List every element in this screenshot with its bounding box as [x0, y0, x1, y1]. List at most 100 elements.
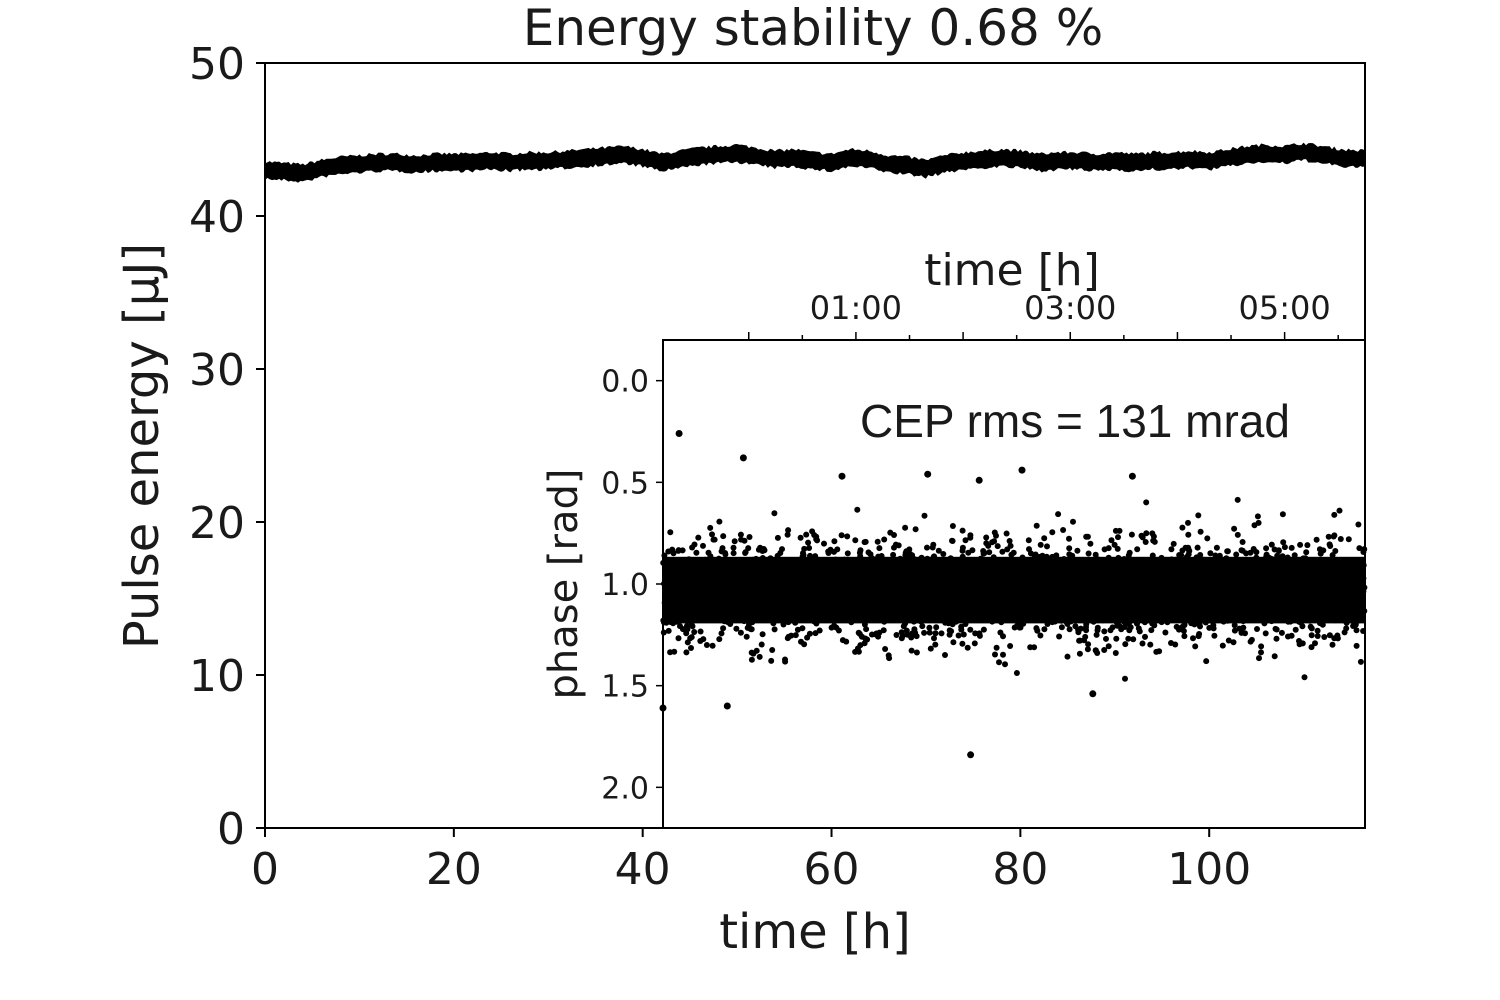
- inset-scatter-point: [881, 618, 888, 625]
- inset-scatter-point: [1126, 549, 1133, 556]
- inset-scatter-point: [883, 613, 890, 619]
- inset-scatter-point: [993, 532, 999, 539]
- inset-scatter-point: [1287, 609, 1294, 616]
- inset-scatter-point: [1288, 544, 1295, 551]
- inset-scatter-point: [1275, 547, 1282, 554]
- inset-scatter-point: [828, 577, 835, 584]
- inset-scatter-point: [942, 652, 948, 658]
- inset-scatter-point: [730, 544, 737, 551]
- inset-scatter-point: [1055, 564, 1062, 571]
- inset-scatter-point: [1133, 594, 1139, 601]
- inset-scatter-point: [1232, 617, 1239, 624]
- inset-scatter-point: [940, 565, 946, 572]
- inset-scatter-point: [707, 524, 714, 531]
- inset-scatter-point: [711, 595, 718, 602]
- inset-scatter-point: [1313, 573, 1320, 580]
- inset-scatter-point: [1148, 627, 1155, 634]
- inset-scatter-point: [1350, 606, 1357, 613]
- inset-scatter-point: [902, 549, 909, 556]
- inset-scatter-point: [1262, 567, 1269, 574]
- inset-scatter-point: [1309, 608, 1316, 615]
- inset-scatter-point: [1245, 599, 1252, 606]
- inset-scatter-point: [743, 612, 750, 619]
- inset-scatter-point: [760, 546, 767, 552]
- main-y-axis: 0 10 20 30 40 50: [189, 39, 265, 855]
- inset-scatter-point: [1160, 595, 1167, 602]
- inset-scatter-point: [1000, 633, 1006, 640]
- inset-scatter-point: [1016, 562, 1023, 569]
- inset-scatter-point: [913, 633, 920, 640]
- inset-scatter-point: [858, 633, 865, 640]
- inset-scatter-point: [1007, 542, 1014, 549]
- inset-scatter-point: [675, 635, 682, 642]
- inset-scatter-point: [1001, 613, 1008, 620]
- inset-scatter-point: [1300, 555, 1307, 562]
- inset-scatter-point: [996, 607, 1003, 614]
- inset-y-tick-label: 2.0: [601, 771, 649, 806]
- inset-scatter-point: [1280, 569, 1287, 576]
- inset-scatter-point: [731, 613, 738, 620]
- inset-scatter-point: [1116, 568, 1123, 575]
- inset-scatter-point: [1283, 615, 1290, 622]
- inset-scatter-point: [1075, 629, 1082, 636]
- inset-scatter-point: [868, 615, 875, 622]
- inset-scatter-point: [999, 587, 1006, 594]
- inset-scatter-point: [1020, 594, 1027, 601]
- inset-scatter-point: [1035, 555, 1042, 562]
- inset-scatter-point: [894, 579, 901, 586]
- inset-scatter-point: [1115, 554, 1122, 561]
- inset-scatter-point: [912, 603, 919, 610]
- main-x-axis: 0 20 40 60 80 100: [251, 828, 1251, 895]
- inset-scatter-point: [1356, 578, 1363, 584]
- inset-scatter-point: [1285, 633, 1291, 640]
- inset-scatter-point: [826, 595, 833, 602]
- inset-scatter-point: [1169, 605, 1176, 612]
- inset-scatter-point: [1060, 567, 1067, 574]
- inset-scatter-point: [1101, 647, 1108, 653]
- inset-scatter-point: [701, 600, 708, 607]
- inset-scatter-point: [832, 556, 839, 563]
- inset-scatter-point: [1078, 601, 1085, 608]
- inset-scatter-point: [1213, 574, 1220, 581]
- inset-scatter-point: [799, 625, 806, 632]
- inset-scatter-point: [1124, 601, 1131, 608]
- inset-scatter-point: [852, 537, 859, 544]
- inset-scatter-point: [1195, 512, 1202, 519]
- inset-scatter-point: [1044, 573, 1051, 580]
- inset-scatter-point: [1103, 635, 1109, 642]
- inset-scatter-point: [750, 650, 757, 657]
- inset-scatter-point: [956, 602, 963, 609]
- inset-scatter-point: [1015, 599, 1022, 606]
- inset-scatter-point: [985, 567, 992, 574]
- inset-scatter-point: [1335, 616, 1342, 623]
- inset-scatter-point: [1289, 561, 1296, 568]
- inset-scatter-point: [1134, 620, 1140, 627]
- inset-scatter-point: [1178, 624, 1185, 631]
- inset-scatter-point: [1085, 550, 1092, 557]
- inset-scatter-point: [821, 575, 828, 582]
- main-x-axis-label: time [h]: [719, 904, 911, 960]
- inset-scatter-point: [1066, 626, 1073, 633]
- inset-scatter-point: [847, 582, 854, 589]
- inset-scatter-point: [917, 555, 924, 562]
- inset-scatter-point: [1040, 559, 1047, 566]
- inset-scatter-point: [853, 584, 860, 591]
- inset-scatter-point: [1096, 566, 1103, 573]
- inset-scatter-point: [1311, 579, 1317, 586]
- inset-scatter-point: [695, 564, 702, 571]
- inset-scatter-point: [1250, 590, 1256, 597]
- inset-scatter-point: [765, 563, 772, 570]
- inset-outlier-point: [739, 454, 747, 462]
- inset-scatter-point: [769, 647, 776, 653]
- inset-scatter-point: [1015, 605, 1022, 612]
- inset-scatter-point: [1037, 597, 1044, 604]
- inset-scatter-point: [1051, 618, 1058, 625]
- inset-scatter-point: [940, 587, 947, 594]
- inset-scatter-point: [901, 575, 908, 582]
- inset-scatter-point: [667, 649, 674, 656]
- inset-scatter-point: [893, 632, 900, 638]
- inset-scatter-point: [972, 630, 979, 637]
- inset-scatter-point: [817, 608, 824, 615]
- inset-scatter-point: [765, 573, 772, 580]
- inset-scatter-point: [919, 606, 926, 613]
